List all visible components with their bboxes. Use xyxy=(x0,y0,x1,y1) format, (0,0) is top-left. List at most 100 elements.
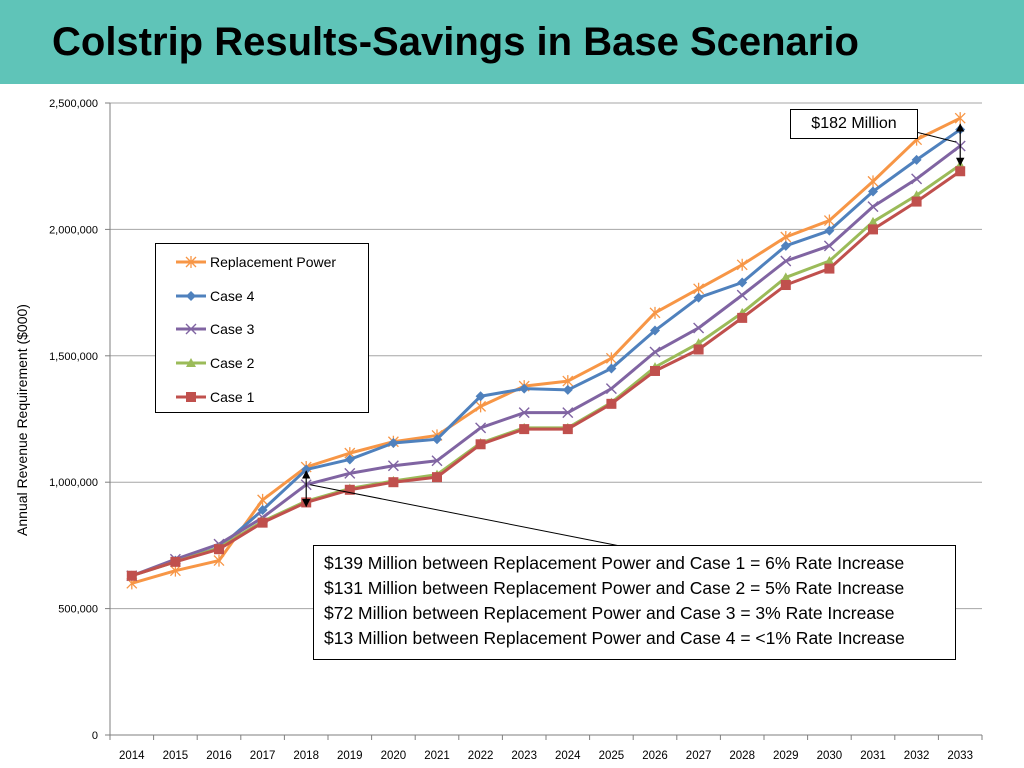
data-point xyxy=(867,201,879,213)
title-bar xyxy=(0,0,1024,84)
data-point xyxy=(824,225,835,236)
x-tick-label: 2020 xyxy=(381,750,407,762)
callout-savings-breakdown: $139 Million between Replacement Power a… xyxy=(313,545,956,660)
x-tick-label: 2029 xyxy=(773,750,799,762)
data-point xyxy=(475,439,486,450)
x-tick-label: 2028 xyxy=(729,750,755,762)
data-point xyxy=(693,292,704,303)
data-point xyxy=(257,517,268,528)
slide-title: Colstrip Results-Savings in Base Scenari… xyxy=(52,20,859,64)
x-tick-label: 2015 xyxy=(163,750,189,762)
data-point xyxy=(780,240,791,251)
y-axis-label: Annual Revenue Requirement ($000) xyxy=(14,304,30,536)
data-point xyxy=(344,484,355,495)
legend-item-case-1: Case 1 xyxy=(174,387,254,407)
data-point xyxy=(823,214,835,227)
callout-line-case-3: $72 Million between Replacement Power an… xyxy=(324,603,895,623)
callout-line-case-1: $139 Million between Replacement Power a… xyxy=(324,553,905,573)
data-point xyxy=(344,467,356,479)
legend-label: Case 2 xyxy=(210,355,255,372)
data-point xyxy=(693,322,705,334)
data-point xyxy=(780,272,791,282)
data-point xyxy=(431,455,443,467)
x-tick-label: 2033 xyxy=(947,750,973,762)
data-point xyxy=(736,258,748,271)
data-point xyxy=(693,344,704,355)
legend-label: Case 1 xyxy=(210,388,255,405)
x-axis-ticks: 2014 2015 2016 2017 2018 2019 2020 2021 2022 2023… xyxy=(109,735,983,762)
data-point xyxy=(257,493,269,506)
series-line xyxy=(131,170,962,578)
legend-item-case-2: Case 2 xyxy=(174,353,254,373)
data-point xyxy=(562,384,573,395)
x-tick-label: 2031 xyxy=(860,750,886,762)
data-point xyxy=(519,424,530,435)
legend-marker xyxy=(185,256,197,268)
legend-item-case-4: Case 4 xyxy=(174,286,254,306)
y-tick-label: 2,500,000 xyxy=(49,98,98,110)
data-point xyxy=(824,256,835,265)
x-tick-label: 2021 xyxy=(424,750,450,762)
data-point xyxy=(650,325,660,336)
legend-swatch xyxy=(176,391,206,402)
legend-label: Case 4 xyxy=(210,287,255,304)
data-point xyxy=(605,383,617,395)
data-point xyxy=(344,454,355,465)
data-point xyxy=(475,391,486,402)
legend-label: Replacement Power xyxy=(210,254,337,270)
data-point xyxy=(432,434,442,445)
series-line xyxy=(131,144,962,578)
series-replacement-power xyxy=(126,112,966,590)
data-point xyxy=(780,280,791,291)
data-point xyxy=(170,556,181,567)
data-point xyxy=(562,424,573,435)
y-tick-label: 500,000 xyxy=(58,604,98,616)
y-tick-label: 2,000,000 xyxy=(49,224,98,236)
data-point xyxy=(214,544,224,555)
data-point xyxy=(954,112,966,125)
data-point xyxy=(911,196,922,207)
data-point xyxy=(126,570,137,581)
data-point xyxy=(387,460,399,472)
data-point xyxy=(649,346,661,358)
data-point xyxy=(649,306,661,319)
data-point xyxy=(518,407,530,419)
data-point xyxy=(868,216,878,226)
data-point xyxy=(737,277,748,288)
series-case-1 xyxy=(126,166,966,581)
y-tick-label: 0 xyxy=(92,730,98,742)
legend-swatch xyxy=(176,358,206,368)
data-point xyxy=(736,289,748,301)
legend-item-replacement-power: Replacement Power xyxy=(174,252,336,272)
data-point xyxy=(519,383,530,394)
data-point xyxy=(911,154,922,165)
data-point xyxy=(868,224,878,235)
legend-label: Case 3 xyxy=(210,321,255,338)
data-point xyxy=(955,166,966,177)
legend-marker xyxy=(185,323,197,335)
x-tick-label: 2024 xyxy=(555,750,581,762)
x-tick-label: 2019 xyxy=(337,750,363,762)
x-tick-label: 2016 xyxy=(206,750,232,762)
x-tick-label: 2025 xyxy=(599,750,625,762)
data-point xyxy=(868,186,878,197)
y-tick-label: 1,500,000 xyxy=(49,351,98,363)
data-point xyxy=(737,312,748,323)
legend-swatch xyxy=(176,323,206,335)
data-series xyxy=(126,112,966,590)
x-tick-label: 2014 xyxy=(119,750,145,762)
x-tick-label: 2022 xyxy=(468,750,494,762)
data-point xyxy=(606,398,617,409)
callout-total-savings: $182 Million xyxy=(790,109,918,139)
data-point xyxy=(606,363,617,374)
callout-line-case-4: $13 Million between Replacement Power an… xyxy=(324,628,905,648)
data-point xyxy=(213,554,225,567)
x-tick-label: 2027 xyxy=(686,750,712,762)
data-point xyxy=(911,173,923,185)
x-tick-label: 2032 xyxy=(904,750,930,762)
data-point xyxy=(388,438,399,449)
series-line xyxy=(131,128,962,578)
series-line xyxy=(131,116,961,585)
x-tick-label: 2018 xyxy=(293,750,319,762)
